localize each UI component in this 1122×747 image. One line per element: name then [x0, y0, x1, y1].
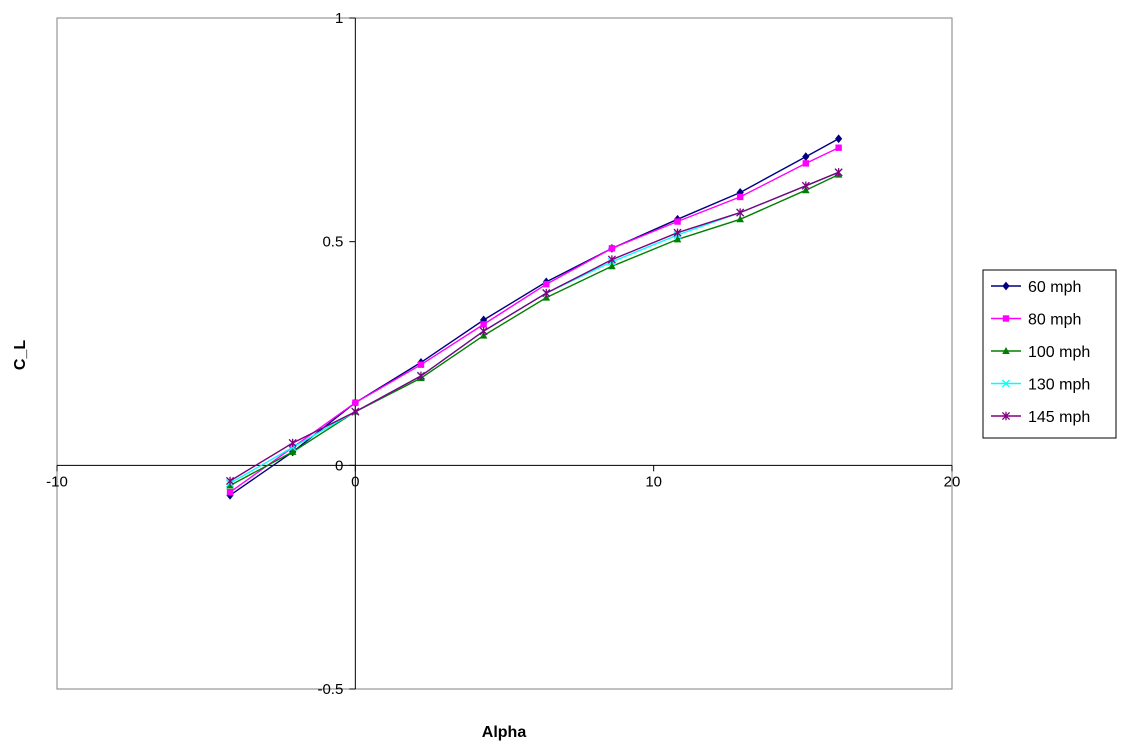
data-point	[802, 160, 810, 167]
data-point	[543, 280, 550, 288]
data-point	[674, 218, 681, 225]
x-tick-label: 0	[351, 473, 359, 490]
data-point	[736, 208, 745, 217]
data-point	[802, 152, 810, 162]
data-point	[288, 438, 297, 448]
legend-item-80-mph: 80 mph	[991, 312, 1081, 329]
data-point	[479, 326, 488, 336]
data-point	[1002, 281, 1010, 291]
data-point	[1001, 379, 1011, 388]
data-point	[480, 321, 487, 328]
legend-label: 60 mph	[1028, 279, 1081, 296]
data-point	[417, 361, 425, 368]
data-point	[607, 255, 616, 264]
series-145-mph	[225, 168, 843, 486]
data-point	[673, 235, 682, 243]
legend-item-60-mph: 60 mph	[991, 279, 1081, 296]
legend-item-145-mph: 145 mph	[991, 409, 1090, 426]
data-point	[1001, 411, 1011, 421]
legend-label: 130 mph	[1028, 377, 1090, 394]
data-point	[416, 371, 426, 381]
legend-label: 145 mph	[1028, 409, 1090, 426]
data-point	[351, 407, 360, 416]
data-point	[542, 288, 551, 298]
data-point	[288, 447, 297, 455]
data-point	[1002, 315, 1010, 322]
data-point	[480, 315, 488, 325]
data-point	[226, 488, 234, 496]
axes	[56, 17, 953, 690]
y-tick-label: 1	[335, 10, 343, 27]
x-tick-label: -10	[46, 473, 68, 490]
data-point	[736, 215, 744, 223]
data-point	[801, 181, 810, 190]
data-point	[352, 399, 359, 406]
y-tick-label: 0	[335, 457, 343, 474]
tick-labels: -10 0 10 20 -0.5 0 0.5 1	[46, 10, 960, 698]
data-point	[608, 262, 616, 270]
data-point	[736, 193, 744, 201]
plot-area	[56, 17, 953, 690]
x-tick-label: 20	[944, 473, 961, 490]
y-tick-label: -0.5	[317, 681, 343, 698]
data-point	[225, 476, 235, 486]
data-point	[673, 228, 682, 237]
series-layer	[225, 134, 843, 500]
data-point	[835, 144, 842, 151]
legend-item-130-mph: 130 mph	[991, 377, 1090, 394]
legend-label: 80 mph	[1028, 312, 1081, 329]
series-80-mph	[226, 144, 842, 496]
x-tick-label: 10	[645, 473, 662, 490]
legend: 60 mph 80 mph 100 mph 130 mph 145 mph	[991, 279, 1090, 426]
legend-label: 100 mph	[1028, 344, 1090, 361]
y-axis-title: C_L	[12, 340, 29, 370]
data-point	[1002, 347, 1010, 354]
data-point	[608, 245, 616, 252]
y-tick-label: 0.5	[322, 234, 343, 251]
legend-item-100-mph: 100 mph	[991, 344, 1090, 361]
data-point	[835, 134, 843, 144]
x-axis-title: Alpha	[482, 724, 527, 741]
data-point	[834, 168, 843, 177]
